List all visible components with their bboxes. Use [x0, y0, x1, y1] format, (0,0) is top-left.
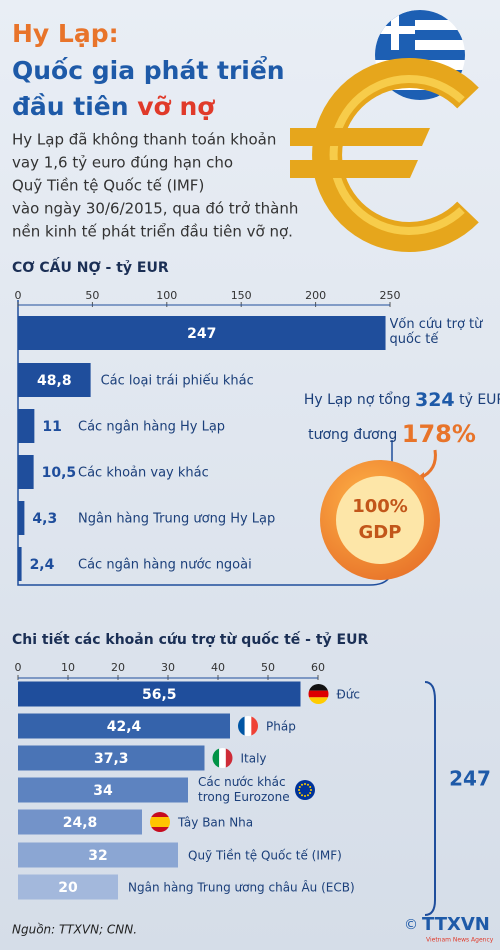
title-part: đầu tiên [12, 92, 129, 121]
total-label: 247 [449, 767, 491, 791]
category-label: Các khoản vay khác [78, 466, 209, 481]
bar [18, 842, 178, 868]
bar [18, 316, 386, 350]
value-label: 247 [187, 326, 216, 342]
x-tick-label: 50 [261, 661, 275, 674]
bracket [424, 681, 436, 916]
value-label: 42,4 [107, 719, 142, 735]
category-label: Ngân hàng Trung ương châu Âu (ECB) [128, 880, 355, 895]
x-tick-label: 100 [156, 289, 177, 302]
category-label: Tây Ban Nha [177, 816, 253, 830]
bar [18, 809, 142, 835]
x-tick-label: 200 [305, 289, 326, 302]
callout-part: Hy Lạp nợ tổng [304, 391, 411, 408]
category-label: Quỹ Tiền tệ Quốc tế (IMF) [188, 849, 342, 863]
value-label: 4,3 [32, 511, 57, 527]
bar [18, 713, 230, 739]
gdp-circle-inner [336, 476, 424, 564]
flag [212, 748, 233, 768]
title: đầu tiên vỡ nợ [12, 92, 215, 121]
callout-text: Hy Lạp nợ tổng 324 tỷ EUR [304, 389, 500, 411]
x-tick-label: 10 [61, 661, 75, 674]
value-label: 10,5 [42, 465, 77, 481]
title: Quốc gia phát triển [12, 55, 285, 85]
logo-sub: Vietnam News Agency [426, 937, 494, 944]
value-label: 34 [93, 783, 113, 799]
x-tick-label: 30 [161, 661, 175, 674]
x-tick-label: 0 [15, 289, 22, 302]
x-tick-label: 20 [111, 661, 125, 674]
title-part: vỡ nợ [137, 92, 215, 121]
x-tick-label: 150 [231, 289, 252, 302]
gdp-value: 100% [352, 496, 408, 517]
bar [18, 874, 118, 900]
callout: Hy Lạp nợ tổng 324 tỷ EUR tương đương 17… [304, 389, 500, 580]
category-label: Ngân hàng Trung ương Hy Lạp [78, 512, 275, 527]
bar [18, 681, 301, 707]
logo: TTXVN [422, 914, 490, 935]
value-label: 37,3 [94, 751, 129, 767]
callout-part: tương đương [308, 427, 397, 443]
callout-part: tỷ EUR [459, 392, 500, 408]
bar [18, 777, 188, 803]
category-label-box: Các nước khác trong Eurozone [198, 775, 290, 804]
value-label: 24,8 [63, 815, 98, 831]
intro-line: Quỹ Tiền tệ Quốc tế (IMF) [12, 177, 204, 195]
flag [308, 684, 329, 704]
bar [18, 455, 34, 489]
intro-line: vào ngày 30/6/2015, qua đó trở thành [12, 200, 298, 218]
value-label: 56,5 [142, 687, 177, 703]
source: Nguồn: TTXVN; CNN. [12, 923, 137, 937]
bar [18, 409, 35, 443]
title: Hy Lạp: [12, 19, 119, 48]
chart-title: Chi tiết các khoản cứu trợ từ quốc tế - … [12, 631, 368, 648]
category-label: Vốn cứu trợ từ quốc tế [389, 317, 483, 347]
x-tick-label: 0 [15, 661, 22, 674]
copyright: © [404, 917, 418, 933]
intro-line: nền kinh tế phát triển đầu tiên vỡ nợ. [12, 223, 293, 241]
x-tick-label: 40 [211, 661, 225, 674]
category-label: Đức [337, 688, 361, 702]
x-tick-label: 250 [380, 289, 401, 302]
value-label: 48,8 [37, 373, 72, 389]
callout-part: 178% [402, 420, 476, 448]
value-label: 20 [58, 880, 78, 896]
callout-part: 324 [415, 389, 455, 411]
value-label: 2,4 [30, 557, 55, 573]
flag [150, 812, 170, 832]
value-label: 11 [42, 419, 61, 435]
euro-sign [290, 58, 479, 252]
category-label: Các ngân hàng Hy Lạp [78, 420, 225, 435]
x-tick-label: 50 [85, 289, 99, 302]
category-label: Các loại trái phiếu khác [101, 374, 254, 389]
callout-text: tương đương 178% [308, 420, 476, 448]
bar [18, 363, 91, 397]
bar [18, 501, 25, 535]
category-label: Các ngân hàng nước ngoài [78, 558, 252, 573]
flag [295, 780, 315, 800]
intro-line: Hy Lạp đã không thanh toán khoản [12, 131, 276, 149]
gdp-label: GDP [359, 522, 402, 543]
value-label: 32 [88, 848, 107, 864]
category-label: Các nước khác trong Eurozone [198, 775, 290, 804]
x-tick-label: 60 [311, 661, 325, 674]
bar [18, 745, 205, 771]
intro-line: vay 1,6 tỷ euro đúng hạn cho [12, 154, 233, 172]
chart-title: CƠ CẤU NỢ - tỷ EUR [12, 256, 169, 276]
category-label-box: Vốn cứu trợ từ quốc tế [389, 317, 483, 347]
flag [238, 716, 258, 736]
bar [18, 547, 22, 581]
category-label: Italy [241, 752, 267, 766]
category-label: Pháp [266, 720, 296, 734]
